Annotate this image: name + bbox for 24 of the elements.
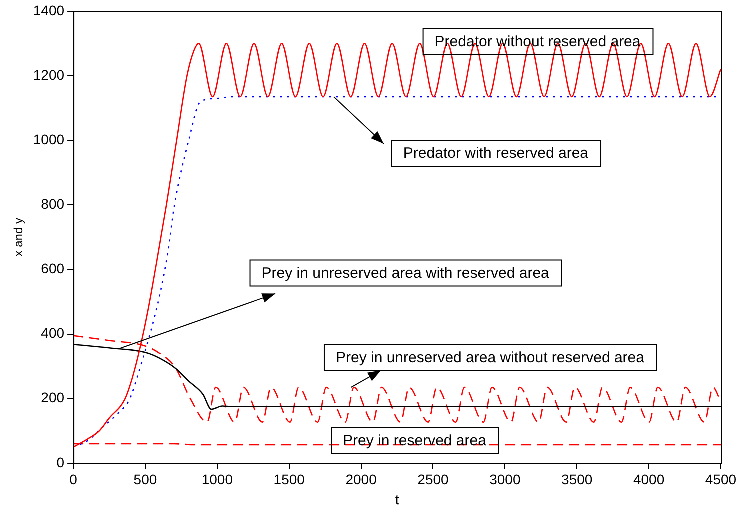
- x-tick-label: 3000: [490, 472, 521, 488]
- x-tick-label: 3500: [562, 472, 593, 488]
- y-tick-label: 1200: [33, 66, 65, 83]
- x-tick-label: 4000: [633, 472, 665, 488]
- y-tick-label: 1000: [33, 131, 65, 148]
- y-tick-label: 200: [41, 390, 65, 406]
- y-tick-label: 0: [56, 454, 65, 470]
- x-tick-label: 500: [134, 472, 158, 488]
- x-tick-label: 4500: [705, 472, 737, 488]
- annotation: Predator without reserved area: [434, 33, 642, 50]
- x-tick-label: 2000: [346, 472, 378, 488]
- y-tick-label: 400: [41, 325, 65, 342]
- x-tick-label: 2500: [418, 472, 450, 488]
- x-tick-label: 1000: [202, 472, 234, 488]
- x-axis-title: t: [395, 491, 400, 508]
- annotation: Predator with reserved area: [403, 145, 590, 162]
- annotation: Prey in unreserved area with reserved area: [262, 264, 550, 282]
- annotation: Prey in unreserved area without reserved area: [336, 350, 646, 367]
- y-tick-label: 1400: [33, 2, 65, 18]
- x-tick-label: 1500: [274, 472, 306, 488]
- y-axis-title: x and y: [12, 218, 26, 257]
- y-tick-label: 800: [41, 196, 65, 212]
- y-tick-label: 600: [41, 260, 65, 277]
- x-tick-label: 0: [70, 472, 78, 488]
